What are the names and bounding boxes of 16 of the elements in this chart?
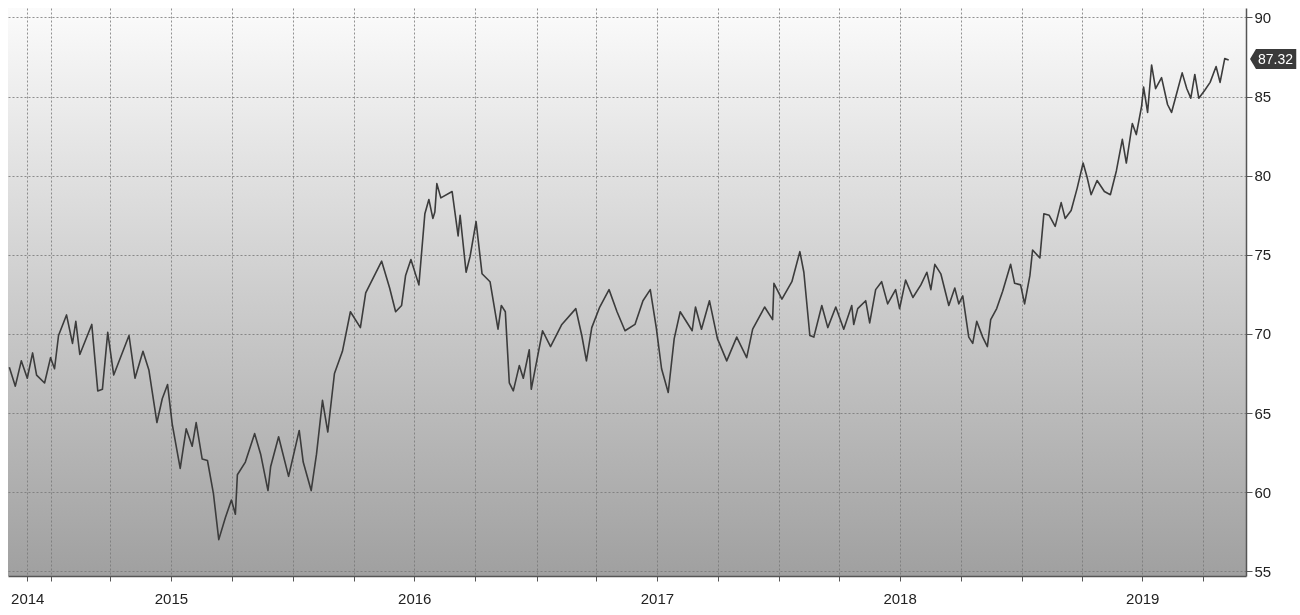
x-tick-label: 2019: [1126, 589, 1160, 607]
y-tick-label: 85: [1254, 88, 1272, 106]
y-tick-label: 75: [1254, 246, 1272, 264]
x-tick-label: 2015: [154, 589, 189, 607]
y-tick-label: 60: [1254, 483, 1272, 501]
x-tick-label: 2016: [398, 589, 432, 607]
y-tick-label: 70: [1254, 325, 1272, 343]
annotation: 87.32: [1258, 50, 1294, 67]
x-tick-label: 2018: [883, 589, 917, 607]
y-tick-label: 80: [1254, 167, 1272, 185]
y-tick-label: 55: [1254, 562, 1272, 580]
y-tick-label: 90: [1254, 8, 1272, 26]
x-tick-label: 2014: [11, 589, 45, 607]
line-series: [8, 57, 1230, 541]
y-tick-label: 65: [1254, 404, 1272, 422]
x-tick-label: 2017: [640, 589, 675, 607]
